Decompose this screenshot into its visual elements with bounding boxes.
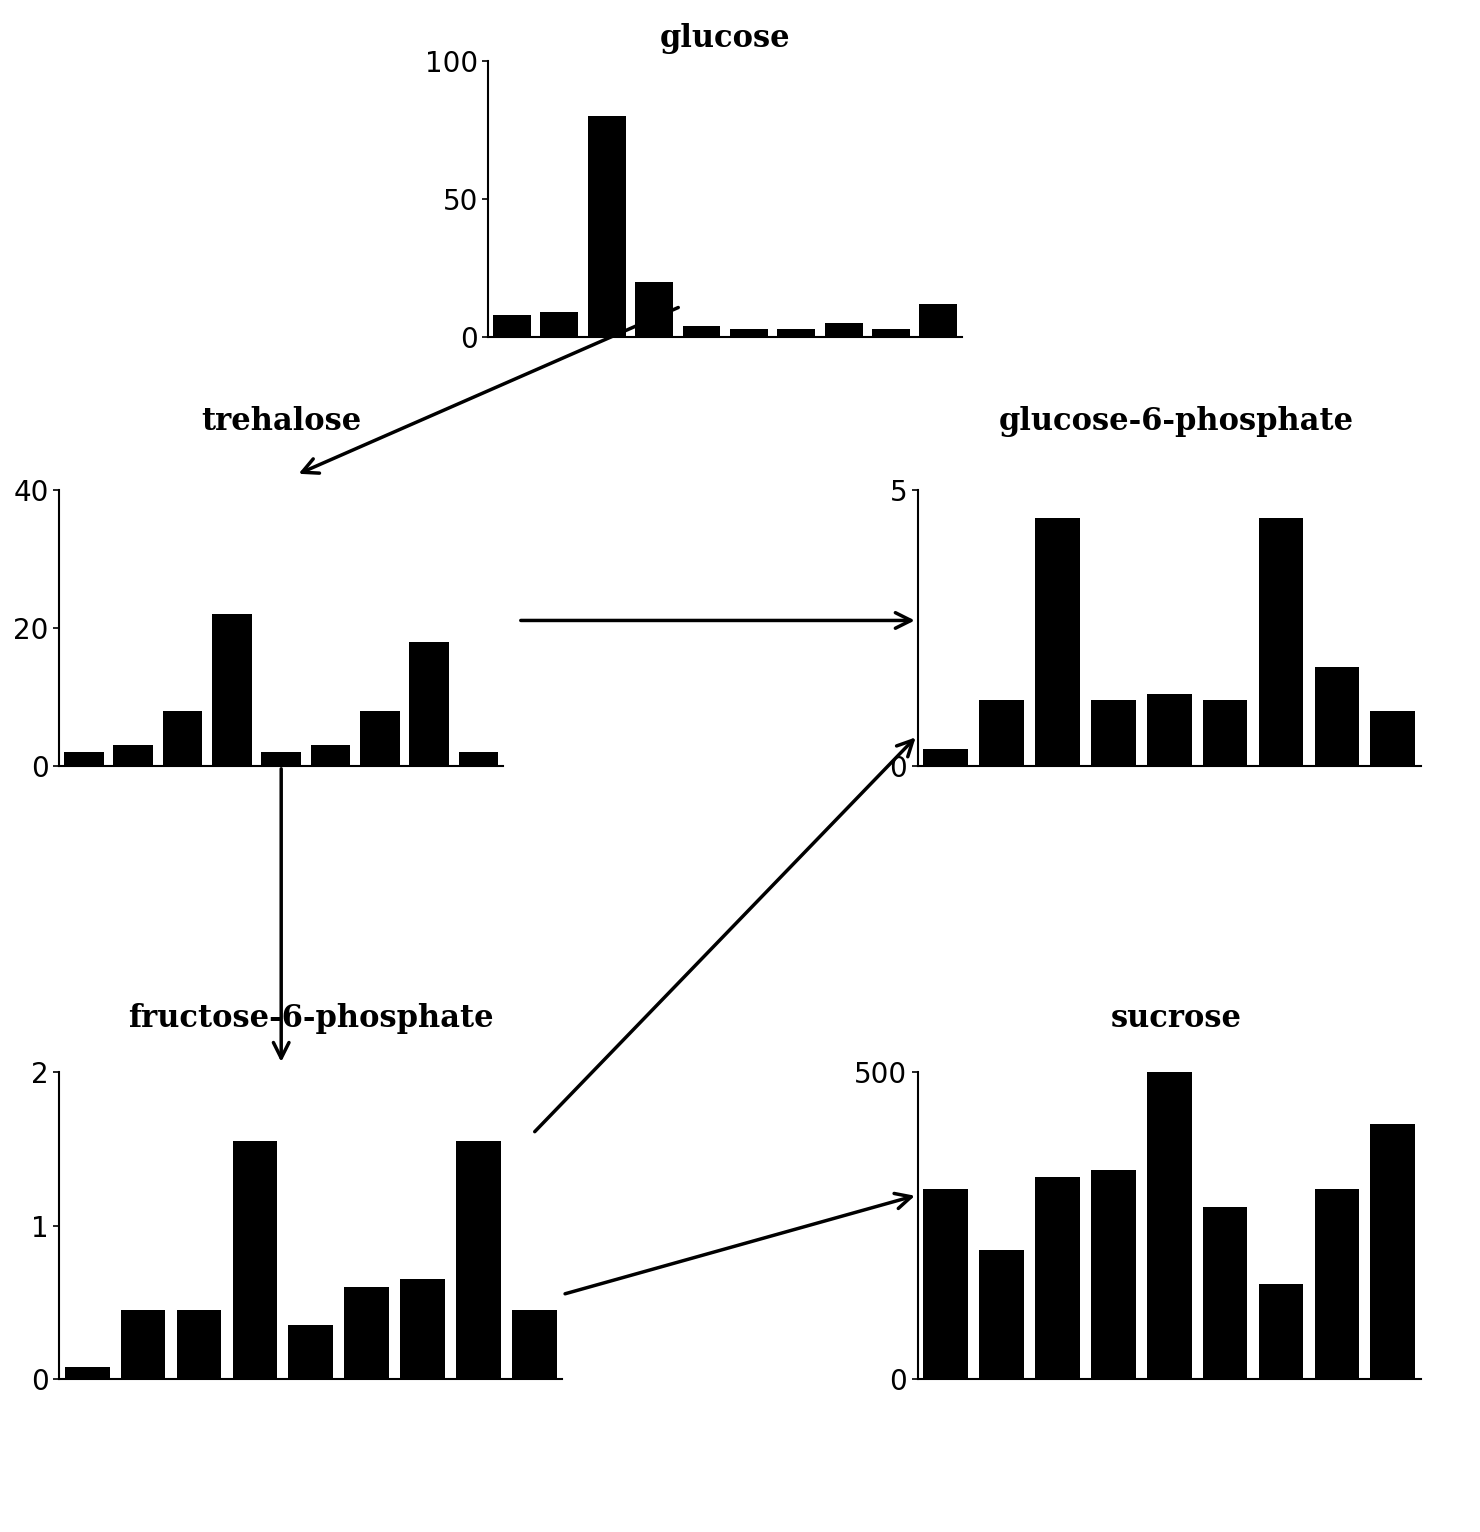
Bar: [919, 303, 958, 337]
Text: sucrose: sucrose: [1111, 1003, 1242, 1034]
Bar: [1147, 1072, 1191, 1379]
Bar: [1091, 1170, 1135, 1379]
Bar: [777, 329, 815, 337]
Text: fructose-6-phosphate: fructose-6-phosphate: [127, 1003, 494, 1034]
Bar: [588, 116, 626, 337]
Bar: [212, 614, 252, 766]
Bar: [730, 329, 768, 337]
Bar: [1370, 1124, 1415, 1379]
Bar: [456, 1141, 500, 1379]
Bar: [1258, 1284, 1304, 1379]
Bar: [872, 329, 910, 337]
Bar: [1370, 711, 1415, 766]
Bar: [459, 752, 499, 766]
Text: trehalose: trehalose: [201, 406, 361, 437]
Bar: [1258, 518, 1304, 766]
Bar: [176, 1310, 222, 1379]
Text: glucose-6-phosphate: glucose-6-phosphate: [999, 406, 1354, 437]
Bar: [262, 752, 300, 766]
Bar: [64, 752, 104, 766]
Bar: [345, 1287, 389, 1379]
Bar: [924, 749, 968, 766]
Bar: [360, 711, 400, 766]
Bar: [824, 323, 863, 337]
Bar: [512, 1310, 556, 1379]
Text: glucose: glucose: [660, 23, 790, 54]
Bar: [980, 700, 1024, 766]
Bar: [635, 282, 673, 337]
Bar: [121, 1310, 166, 1379]
Bar: [682, 326, 721, 337]
Bar: [65, 1367, 110, 1379]
Bar: [1035, 1177, 1080, 1379]
Bar: [410, 642, 448, 766]
Bar: [924, 1189, 968, 1379]
Bar: [1203, 1207, 1248, 1379]
Bar: [493, 316, 531, 337]
Bar: [980, 1250, 1024, 1379]
Bar: [114, 745, 152, 766]
Bar: [232, 1141, 277, 1379]
Bar: [540, 313, 579, 337]
Bar: [1035, 518, 1080, 766]
Bar: [1147, 694, 1191, 766]
Bar: [1314, 666, 1359, 766]
Bar: [1203, 700, 1248, 766]
Bar: [400, 1279, 445, 1379]
Bar: [311, 745, 351, 766]
Bar: [1314, 1189, 1359, 1379]
Bar: [1091, 700, 1135, 766]
Bar: [289, 1325, 333, 1379]
Bar: [163, 711, 203, 766]
